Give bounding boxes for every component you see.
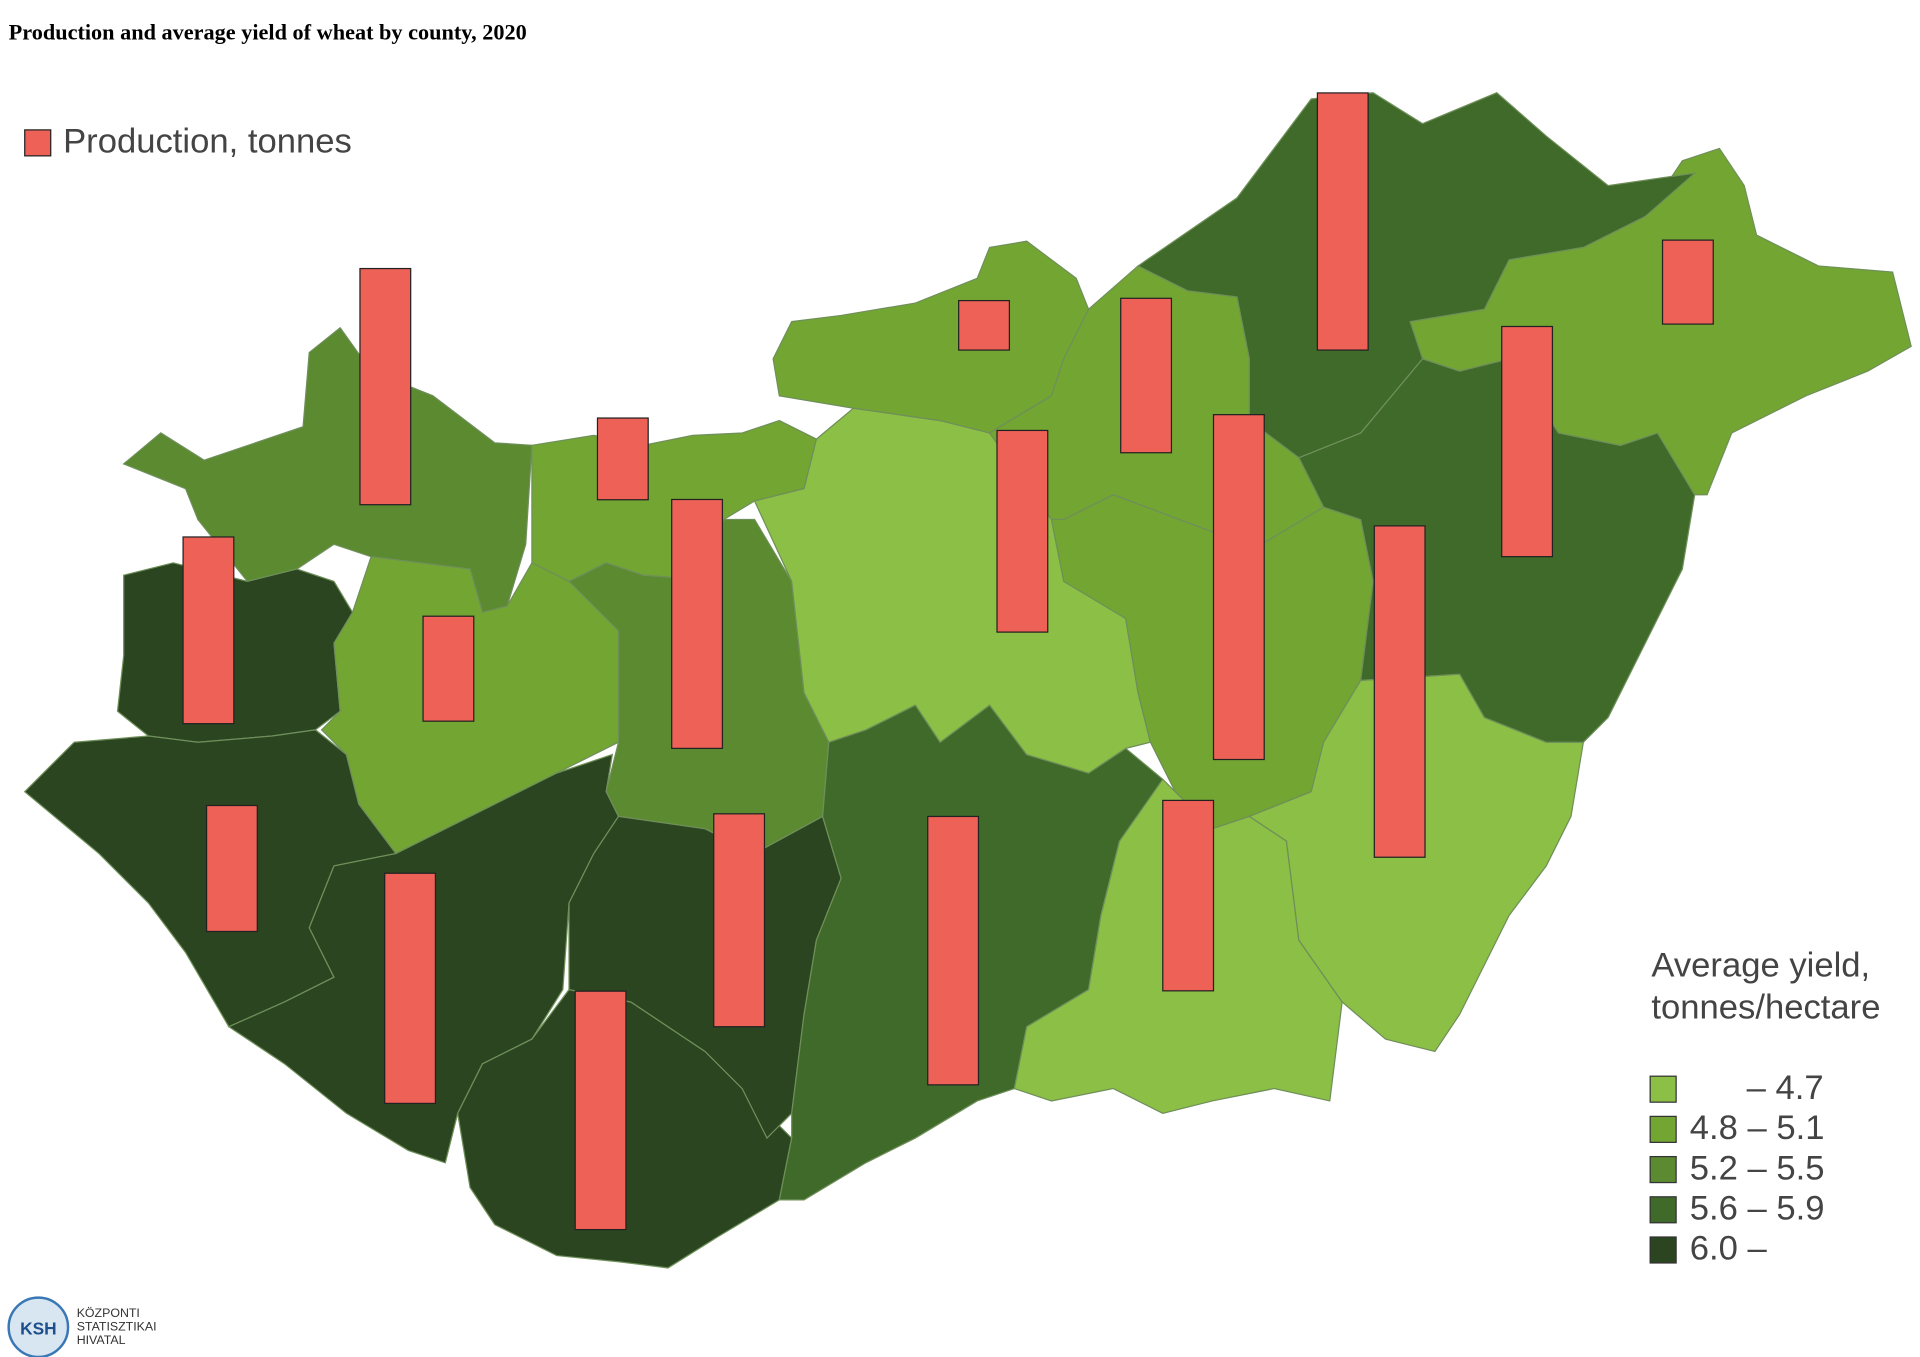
production-bar <box>1212 414 1265 761</box>
legend-label: Production, tonnes <box>63 123 352 161</box>
production-bar <box>1373 525 1426 858</box>
legend-swatch <box>1649 1196 1677 1224</box>
logo-text: KÖZPONTI <box>77 1306 140 1320</box>
legend-label: 4.8 – 5.1 <box>1690 1109 1825 1147</box>
production-bar <box>927 815 980 1086</box>
county <box>116 562 354 743</box>
legend-label: 5.2 – 5.5 <box>1690 1149 1825 1187</box>
production-bar <box>1120 297 1173 454</box>
map: Production and average yield of wheat by… <box>7 20 1912 1357</box>
production-bar <box>359 267 412 506</box>
production-bar <box>958 299 1011 351</box>
production-bar <box>596 417 649 501</box>
production-bar <box>671 498 724 750</box>
production-bar <box>182 536 235 725</box>
legend-swatch <box>1649 1075 1677 1103</box>
legend-label: 6.0 – <box>1690 1230 1768 1268</box>
logo-mark: KSH <box>20 1318 57 1338</box>
production-bar <box>1162 799 1215 992</box>
legend-swatch <box>1649 1155 1677 1184</box>
production-bar <box>1661 239 1714 325</box>
legend-label: 5.6 – 5.9 <box>1690 1190 1825 1228</box>
production-bar <box>1501 325 1554 558</box>
legend-swatch <box>1649 1115 1677 1143</box>
production-bar <box>713 813 766 1028</box>
production-bar <box>1316 92 1369 351</box>
production-bar <box>422 615 475 722</box>
title: Production and average yield of wheat by… <box>9 20 527 45</box>
production-bar <box>574 990 627 1231</box>
logo-text: HIVATAL <box>77 1333 126 1347</box>
legend-swatch <box>24 129 52 157</box>
legend-label: – 4.7 <box>1747 1069 1824 1107</box>
production-bar <box>384 872 437 1105</box>
production-bar <box>205 804 258 933</box>
legend-title: Average yield, <box>1651 946 1870 984</box>
county <box>1136 92 1697 459</box>
county <box>772 240 1090 434</box>
production-bar <box>996 429 1049 633</box>
legend-title: tonnes/hectare <box>1651 989 1880 1027</box>
logo-text: STATISZTIKAI <box>77 1320 157 1334</box>
legend-swatch <box>1649 1236 1677 1264</box>
